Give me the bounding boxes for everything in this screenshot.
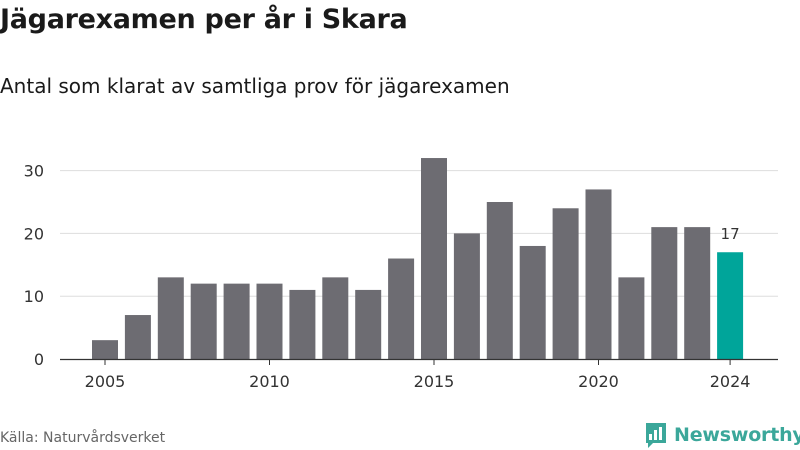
bar-2015 bbox=[421, 158, 447, 359]
bar-2009 bbox=[223, 283, 250, 359]
bar-2010 bbox=[256, 283, 283, 359]
data-label: 17 bbox=[721, 225, 740, 243]
y-tick-label: 20 bbox=[24, 224, 44, 243]
bar-2020 bbox=[585, 189, 612, 359]
bar-2005 bbox=[92, 340, 118, 359]
x-tick-label: 2010 bbox=[249, 372, 290, 391]
bars bbox=[60, 158, 778, 361]
bar-2012 bbox=[322, 277, 349, 359]
bar-2017 bbox=[486, 202, 513, 359]
chart-title: Jägarexamen per år i Skara bbox=[0, 4, 408, 35]
bar-2007 bbox=[157, 277, 184, 359]
bar-2011 bbox=[289, 289, 316, 359]
source-note: Källa: Naturvårdsverket bbox=[0, 430, 166, 446]
y-axis-tick-labels: 0 10 20 30 bbox=[24, 162, 44, 369]
bar-2023 bbox=[684, 227, 711, 359]
bar-2021 bbox=[618, 277, 645, 359]
bar-2019 bbox=[552, 208, 579, 359]
y-tick-label: 10 bbox=[24, 287, 44, 306]
y-tick-label: 0 bbox=[34, 350, 44, 369]
newsworthy-logo-icon bbox=[646, 423, 666, 448]
y-tick-label: 30 bbox=[24, 162, 44, 181]
bar-2016 bbox=[453, 233, 480, 359]
bar-2008 bbox=[190, 283, 217, 359]
chart-subtitle: Antal som klarat av samtliga prov för jä… bbox=[0, 74, 510, 98]
bar-2013 bbox=[355, 289, 382, 359]
bar-2022 bbox=[651, 227, 678, 359]
x-tick-label: 2015 bbox=[414, 372, 455, 391]
x-tick-label: 2024 bbox=[710, 372, 751, 391]
x-axis-tick-labels: 2005 2010 2015 2020 2024 bbox=[85, 359, 751, 391]
bar-chart: 0 10 20 30 2005 2010 2015 2020 2024 17 bbox=[24, 158, 778, 391]
brand-logo: Newsworthy bbox=[644, 420, 800, 450]
bar-2024 bbox=[717, 252, 744, 359]
brand-name: Newsworthy bbox=[674, 424, 800, 446]
x-tick-label: 2005 bbox=[85, 372, 126, 391]
bar-2018 bbox=[519, 245, 546, 359]
bar-2014 bbox=[388, 258, 415, 359]
annotations: 17 bbox=[721, 225, 740, 243]
x-tick-label: 2020 bbox=[578, 372, 619, 391]
bar-2006 bbox=[124, 315, 151, 359]
